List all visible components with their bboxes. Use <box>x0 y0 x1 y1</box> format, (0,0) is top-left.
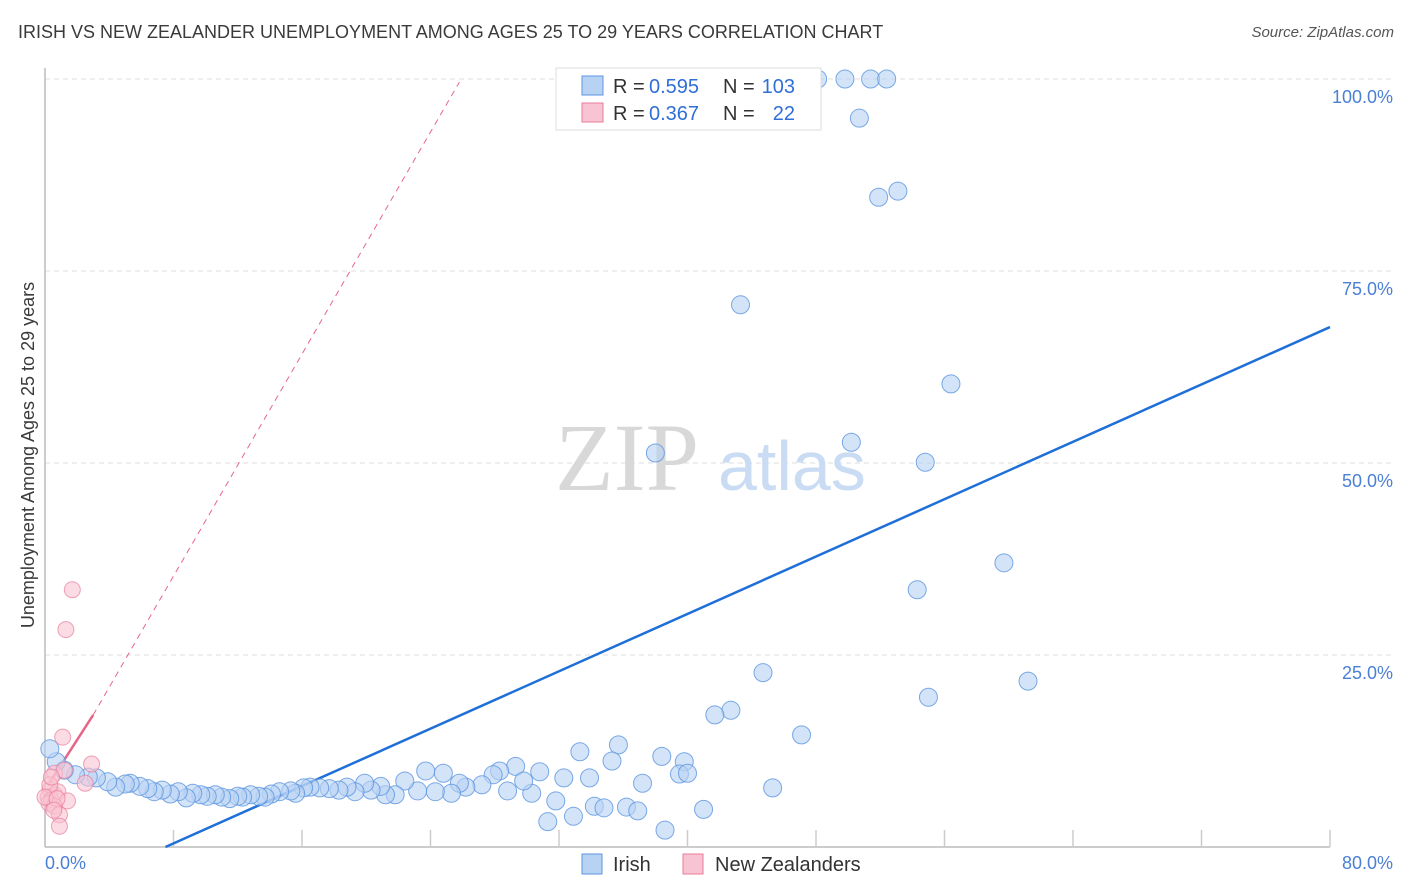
irish-point <box>877 69 897 89</box>
irish-point <box>608 735 628 755</box>
legend-nz-swatch <box>682 853 704 875</box>
irish-point <box>763 778 783 798</box>
nz-point <box>50 817 68 835</box>
y-tick-label: 75.0% <box>1342 279 1393 299</box>
irish-point <box>570 742 590 762</box>
nz-point <box>76 774 94 792</box>
legend-irish-label: Irish <box>613 854 651 876</box>
irish-point <box>678 763 697 783</box>
irish-point <box>941 374 961 394</box>
legend-nz-label: New Zealanders <box>715 854 861 876</box>
irish-n-label: N = <box>723 76 755 98</box>
irish-point <box>538 812 558 832</box>
nz-n-value: 22 <box>773 103 795 125</box>
irish-point <box>918 687 938 707</box>
irish-point <box>694 799 714 819</box>
irish-swatch <box>581 75 604 96</box>
watermark-atlas: atlas <box>718 427 866 505</box>
irish-point <box>563 806 583 826</box>
irish-point <box>652 746 672 766</box>
irish-point <box>705 705 725 725</box>
irish-point <box>835 69 855 89</box>
nz-r-value: 0.367 <box>649 103 699 125</box>
irish-point <box>888 181 908 201</box>
irish-point <box>40 739 60 759</box>
x-tick-label-min: 0.0% <box>45 853 86 873</box>
irish-point <box>792 725 812 745</box>
y-tick-label: 25.0% <box>1342 663 1393 683</box>
source-label: Source: ZipAtlas.com <box>1251 24 1394 41</box>
irish-point <box>915 452 935 472</box>
nz-trend-extended <box>92 81 460 716</box>
irish-point <box>731 295 751 315</box>
irish-trend-line <box>164 325 1331 849</box>
irish-point <box>472 775 492 795</box>
irish-point <box>441 783 461 803</box>
nz-point <box>42 768 60 786</box>
irish-point <box>408 781 428 801</box>
irish-point <box>753 663 773 683</box>
irish-point <box>655 820 675 840</box>
irish-r-value: 0.595 <box>649 76 699 98</box>
nz-n-label: N = <box>723 103 755 125</box>
y-tick-label: 100.0% <box>1332 87 1393 107</box>
irish-point <box>645 443 665 463</box>
irish-point <box>498 781 518 801</box>
irish-point <box>861 69 881 89</box>
nz-swatch <box>581 102 604 123</box>
nz-point <box>57 621 75 639</box>
irish-point <box>1018 671 1038 691</box>
irish-point <box>869 187 889 207</box>
nz-point <box>63 581 81 599</box>
irish-point <box>416 761 436 781</box>
irish-point <box>633 773 653 793</box>
irish-n-value: 103 <box>762 76 795 98</box>
nz-point <box>83 755 101 773</box>
irish-point <box>554 768 574 788</box>
y-axis-label: Unemployment Among Ages 25 to 29 years <box>18 282 38 628</box>
irish-point <box>994 553 1014 573</box>
irish-r-label: R = <box>613 76 645 98</box>
irish-point <box>395 771 415 791</box>
irish-point <box>580 768 600 788</box>
x-tick-label-max: 80.0% <box>1342 853 1393 873</box>
irish-point <box>628 801 648 821</box>
irish-point <box>433 763 453 783</box>
nz-point <box>45 801 63 819</box>
irish-point <box>425 782 445 802</box>
irish-point <box>602 751 622 771</box>
legend-irish-swatch <box>581 853 603 875</box>
chart-title: IRISH VS NEW ZEALANDER UNEMPLOYMENT AMON… <box>18 22 884 42</box>
y-tick-label: 50.0% <box>1342 471 1393 491</box>
stats-legend: R = 0.595 N = 103 R = 0.367 N = 22 <box>555 67 822 131</box>
irish-point <box>841 432 861 452</box>
nz-r-label: R = <box>613 103 645 125</box>
irish-point <box>849 108 869 128</box>
irish-point <box>546 791 566 811</box>
bottom-legend: Irish New Zealanders <box>581 853 861 876</box>
irish-point <box>514 771 534 791</box>
irish-point <box>721 700 741 720</box>
irish-point <box>907 580 927 600</box>
watermark-zip: ZIP <box>555 404 699 511</box>
nz-point <box>54 728 72 746</box>
irish-point <box>530 762 550 782</box>
irish-point <box>594 798 614 818</box>
